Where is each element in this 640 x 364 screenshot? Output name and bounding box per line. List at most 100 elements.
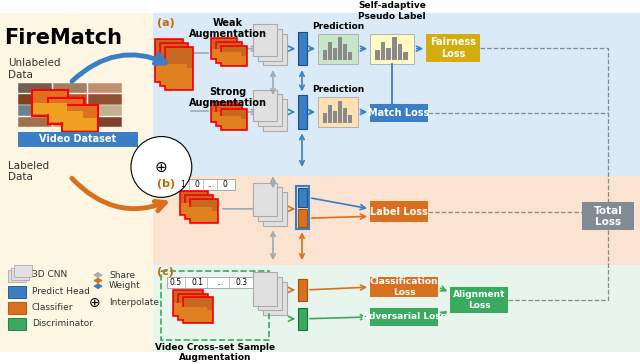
Text: 1: 1 <box>180 180 186 189</box>
FancyBboxPatch shape <box>323 50 327 60</box>
Text: 0: 0 <box>223 180 227 189</box>
FancyBboxPatch shape <box>18 83 52 93</box>
FancyBboxPatch shape <box>173 290 203 316</box>
FancyBboxPatch shape <box>153 265 640 352</box>
FancyBboxPatch shape <box>181 192 207 214</box>
Text: Classification
Loss: Classification Loss <box>370 277 438 297</box>
FancyBboxPatch shape <box>53 94 87 104</box>
Text: Prediction: Prediction <box>312 85 364 94</box>
FancyBboxPatch shape <box>212 39 236 58</box>
FancyBboxPatch shape <box>8 270 26 282</box>
Text: Video Dataset: Video Dataset <box>40 134 116 145</box>
FancyBboxPatch shape <box>263 192 287 226</box>
FancyBboxPatch shape <box>186 196 212 218</box>
FancyBboxPatch shape <box>184 310 212 323</box>
Text: Alignment
Loss: Alignment Loss <box>452 290 505 310</box>
FancyBboxPatch shape <box>343 107 347 123</box>
FancyBboxPatch shape <box>258 29 282 61</box>
Text: Fairness
Loss: Fairness Loss <box>430 37 476 59</box>
FancyBboxPatch shape <box>48 98 84 124</box>
Text: Total
Loss: Total Loss <box>593 206 623 227</box>
FancyBboxPatch shape <box>8 318 26 330</box>
FancyBboxPatch shape <box>185 195 213 219</box>
Text: (b): (b) <box>157 179 175 189</box>
Text: ...: ... <box>207 180 214 189</box>
FancyBboxPatch shape <box>333 111 337 123</box>
FancyBboxPatch shape <box>88 116 122 127</box>
FancyBboxPatch shape <box>348 52 352 60</box>
Text: (c): (c) <box>157 266 174 277</box>
FancyBboxPatch shape <box>62 106 98 131</box>
FancyBboxPatch shape <box>33 91 67 115</box>
FancyBboxPatch shape <box>370 34 414 64</box>
FancyBboxPatch shape <box>253 24 277 56</box>
FancyBboxPatch shape <box>253 90 277 121</box>
Text: Adversarial Loss: Adversarial Loss <box>362 312 446 321</box>
Text: 0.1: 0.1 <box>192 278 204 287</box>
FancyBboxPatch shape <box>18 116 52 127</box>
FancyBboxPatch shape <box>323 113 327 123</box>
FancyBboxPatch shape <box>253 272 277 306</box>
FancyBboxPatch shape <box>49 99 83 123</box>
Text: Strong
Augmentation: Strong Augmentation <box>189 87 267 108</box>
Text: FireMatch: FireMatch <box>4 28 122 48</box>
FancyBboxPatch shape <box>221 46 247 66</box>
FancyBboxPatch shape <box>53 83 87 93</box>
FancyBboxPatch shape <box>165 47 193 90</box>
FancyBboxPatch shape <box>217 106 241 125</box>
FancyBboxPatch shape <box>217 43 241 62</box>
FancyBboxPatch shape <box>53 106 87 116</box>
FancyBboxPatch shape <box>155 39 183 82</box>
FancyBboxPatch shape <box>370 201 428 222</box>
FancyBboxPatch shape <box>216 106 242 126</box>
Text: ...: ... <box>216 278 223 287</box>
FancyBboxPatch shape <box>426 34 480 62</box>
Text: 0.5: 0.5 <box>170 278 182 287</box>
Text: 3D CNN: 3D CNN <box>32 270 67 280</box>
FancyBboxPatch shape <box>14 265 32 277</box>
FancyBboxPatch shape <box>186 207 212 218</box>
FancyBboxPatch shape <box>222 47 246 66</box>
FancyBboxPatch shape <box>450 287 508 313</box>
FancyBboxPatch shape <box>211 102 237 122</box>
FancyBboxPatch shape <box>153 176 640 265</box>
FancyBboxPatch shape <box>191 211 217 222</box>
FancyBboxPatch shape <box>88 106 122 116</box>
FancyBboxPatch shape <box>178 294 208 320</box>
Text: 0: 0 <box>195 180 200 189</box>
FancyBboxPatch shape <box>298 308 307 330</box>
FancyBboxPatch shape <box>318 97 358 127</box>
FancyBboxPatch shape <box>403 52 408 60</box>
FancyBboxPatch shape <box>298 95 307 129</box>
FancyBboxPatch shape <box>263 34 287 66</box>
FancyBboxPatch shape <box>153 13 640 176</box>
FancyBboxPatch shape <box>183 297 213 324</box>
FancyBboxPatch shape <box>8 302 26 314</box>
FancyBboxPatch shape <box>167 277 259 288</box>
FancyBboxPatch shape <box>53 116 87 127</box>
Text: Share
Weight: Share Weight <box>109 271 141 290</box>
FancyBboxPatch shape <box>88 83 122 93</box>
FancyBboxPatch shape <box>253 183 277 216</box>
FancyBboxPatch shape <box>156 61 182 81</box>
Text: Prediction: Prediction <box>312 22 364 31</box>
FancyBboxPatch shape <box>258 277 282 310</box>
FancyBboxPatch shape <box>33 103 67 114</box>
FancyBboxPatch shape <box>181 203 207 214</box>
FancyBboxPatch shape <box>222 119 246 129</box>
Text: (a): (a) <box>157 18 175 28</box>
FancyBboxPatch shape <box>328 105 332 123</box>
FancyBboxPatch shape <box>375 50 380 60</box>
FancyBboxPatch shape <box>179 306 207 319</box>
FancyBboxPatch shape <box>370 308 438 326</box>
FancyBboxPatch shape <box>212 112 236 121</box>
FancyBboxPatch shape <box>370 277 438 297</box>
Text: Discriminator: Discriminator <box>32 319 93 328</box>
FancyBboxPatch shape <box>166 68 192 89</box>
FancyBboxPatch shape <box>211 38 237 59</box>
Text: Match Loss: Match Loss <box>369 108 429 118</box>
FancyBboxPatch shape <box>212 49 236 58</box>
FancyBboxPatch shape <box>338 101 342 123</box>
FancyBboxPatch shape <box>258 94 282 126</box>
FancyBboxPatch shape <box>8 286 26 298</box>
